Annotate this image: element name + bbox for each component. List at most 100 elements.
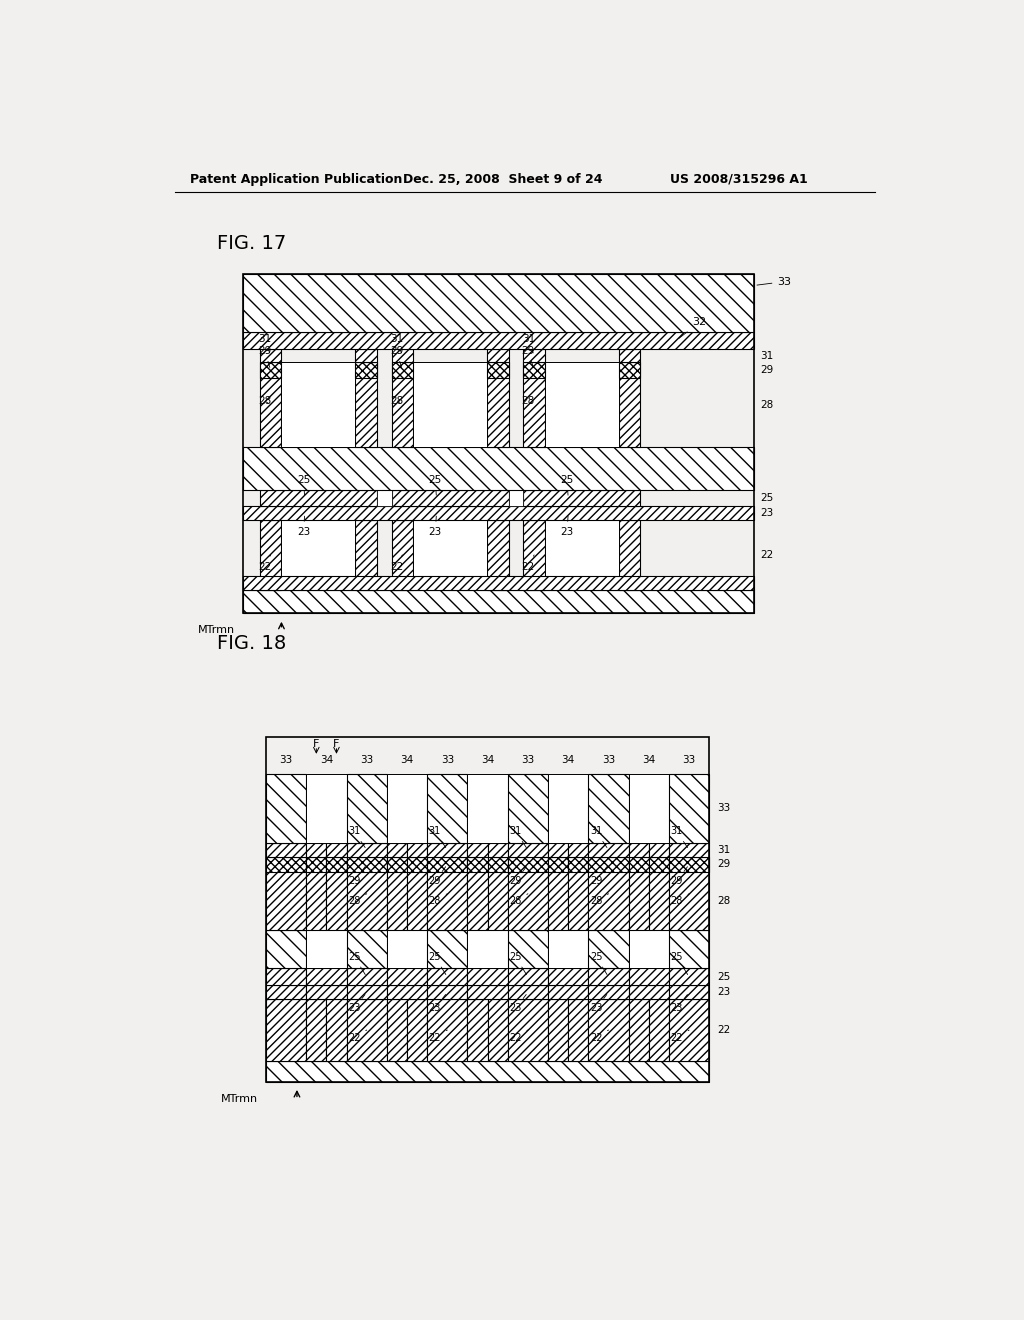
Text: 25: 25: [761, 492, 774, 503]
Text: 22: 22: [509, 1030, 528, 1043]
Bar: [306, 857, 327, 929]
Bar: [508, 985, 548, 999]
Text: F: F: [313, 739, 319, 750]
Text: 23: 23: [509, 994, 526, 1014]
Text: 25: 25: [429, 475, 442, 495]
Text: 28: 28: [429, 894, 447, 907]
Bar: [407, 857, 427, 929]
Text: 28: 28: [348, 894, 367, 907]
Bar: [629, 857, 649, 873]
Bar: [407, 999, 427, 1061]
Bar: [377, 490, 391, 507]
Bar: [266, 929, 306, 969]
Text: 22: 22: [521, 554, 535, 572]
Bar: [548, 857, 589, 929]
Bar: [327, 999, 346, 1061]
Bar: [467, 857, 508, 929]
Text: 28: 28: [590, 894, 608, 907]
Bar: [260, 520, 282, 590]
Bar: [427, 843, 467, 857]
Text: 28: 28: [761, 400, 774, 409]
Text: Dec. 25, 2008  Sheet 9 of 24: Dec. 25, 2008 Sheet 9 of 24: [403, 173, 603, 186]
Bar: [346, 857, 387, 929]
Text: 23: 23: [297, 516, 310, 537]
Text: 31: 31: [521, 334, 535, 352]
Bar: [508, 999, 548, 1061]
Bar: [306, 999, 346, 1061]
Bar: [618, 363, 640, 447]
Text: 23: 23: [671, 994, 687, 1014]
Bar: [327, 843, 346, 857]
Bar: [282, 363, 355, 447]
Bar: [467, 857, 487, 929]
Bar: [589, 843, 629, 857]
Text: 28: 28: [509, 894, 528, 907]
Text: 33: 33: [602, 755, 615, 764]
Text: 29: 29: [348, 867, 366, 887]
Bar: [467, 999, 487, 1061]
Bar: [568, 857, 589, 873]
Bar: [387, 843, 407, 857]
Bar: [548, 857, 568, 929]
Text: MTrmn: MTrmn: [198, 624, 234, 635]
Text: 31: 31: [390, 334, 403, 352]
Text: 22: 22: [348, 1030, 367, 1043]
Text: FIG. 18: FIG. 18: [217, 634, 287, 653]
Text: 28: 28: [717, 896, 730, 907]
Bar: [355, 363, 377, 447]
Bar: [508, 969, 548, 985]
Bar: [427, 969, 467, 985]
Bar: [266, 969, 306, 985]
Text: 31: 31: [348, 826, 366, 847]
Bar: [618, 363, 640, 378]
Bar: [414, 363, 486, 447]
Bar: [387, 999, 407, 1061]
Bar: [508, 774, 548, 843]
Text: 22: 22: [671, 1030, 689, 1043]
Text: MTrmn: MTrmn: [221, 1094, 258, 1105]
Bar: [266, 843, 306, 857]
Text: 31: 31: [717, 845, 730, 855]
Bar: [545, 520, 618, 576]
Text: F: F: [333, 739, 340, 750]
Text: 25: 25: [560, 475, 573, 495]
Bar: [346, 774, 387, 843]
Bar: [387, 857, 407, 873]
Bar: [346, 969, 387, 985]
Bar: [467, 843, 487, 857]
Bar: [589, 985, 629, 999]
Bar: [629, 999, 669, 1061]
Bar: [346, 985, 387, 999]
Bar: [260, 348, 282, 363]
Bar: [467, 985, 508, 999]
Bar: [407, 843, 427, 857]
Text: 28: 28: [521, 396, 535, 407]
Bar: [266, 737, 710, 1082]
Bar: [669, 929, 710, 969]
Bar: [487, 999, 508, 1061]
Text: 22: 22: [429, 1030, 447, 1043]
Bar: [669, 843, 710, 857]
Bar: [629, 774, 669, 843]
Text: 29: 29: [521, 346, 535, 367]
Text: 25: 25: [429, 952, 445, 974]
Bar: [669, 999, 710, 1061]
Bar: [327, 857, 346, 929]
Text: FIG. 17: FIG. 17: [217, 234, 287, 252]
Bar: [427, 857, 467, 929]
Bar: [508, 857, 548, 873]
Bar: [523, 520, 545, 590]
Bar: [243, 331, 755, 348]
Bar: [629, 843, 649, 857]
Text: 25: 25: [509, 952, 526, 974]
Text: 29: 29: [429, 867, 445, 887]
Bar: [427, 985, 467, 999]
Bar: [509, 490, 523, 507]
Bar: [629, 857, 669, 929]
Bar: [629, 985, 669, 999]
Bar: [669, 857, 710, 929]
Bar: [649, 843, 669, 857]
Text: 22: 22: [390, 554, 403, 572]
Bar: [427, 774, 467, 843]
Text: 33: 33: [757, 277, 792, 286]
